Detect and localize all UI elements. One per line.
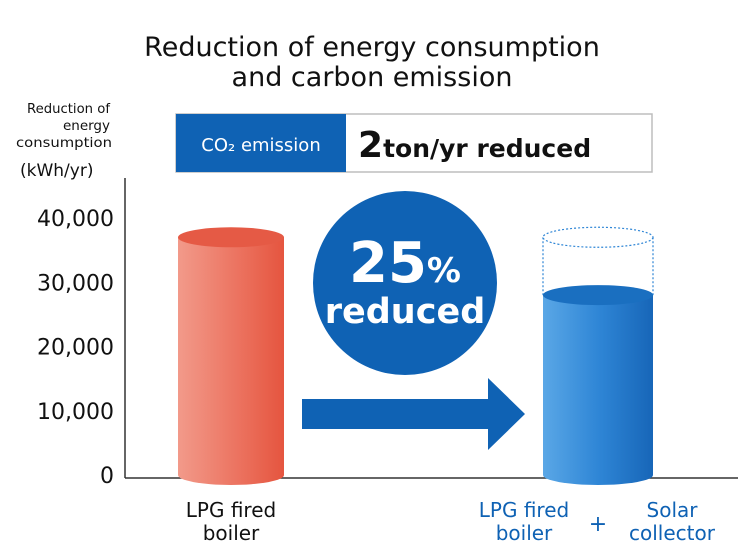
co2-box-label: CO₂ emission xyxy=(201,135,320,156)
bar-lpg-fired-boiler xyxy=(178,227,284,485)
category-label-2: LPG fired boiler + Solar collector xyxy=(479,498,716,545)
bar-1-top xyxy=(178,227,284,248)
co2-box-value: 2ton/yr reduced xyxy=(358,125,591,166)
chart-title-line-1: Reduction of energy consumption xyxy=(144,32,600,63)
y-axis-label: Reduction of energy consumption (kWh/yr) xyxy=(16,101,112,181)
bar-2-reference-outline-top xyxy=(542,226,654,248)
y-axis-label-line-2: energy xyxy=(63,118,110,134)
y-axis-label-line-1: Reduction of xyxy=(27,101,111,117)
reduction-badge: 25% reduced xyxy=(313,191,497,375)
y-axis-label-line-3: consumption xyxy=(16,135,112,151)
bar-2-top xyxy=(543,285,653,306)
reduction-badge-text: reduced xyxy=(325,292,486,332)
category-2-right-line-2: collector xyxy=(629,521,716,545)
bar-1-body xyxy=(178,237,284,485)
co2-box-value-number: 2 xyxy=(358,125,383,166)
category-2-left-line-1: LPG fired xyxy=(479,498,569,522)
category-2-plus: + xyxy=(589,512,607,537)
y-tick-label: 10,000 xyxy=(37,400,114,425)
category-1-line-2: boiler xyxy=(203,521,260,545)
y-tick-label: 0 xyxy=(100,464,114,489)
y-tick-label: 20,000 xyxy=(37,336,114,361)
reduction-badge-percent: % xyxy=(427,251,461,291)
y-tick-label: 30,000 xyxy=(37,271,114,296)
reduction-badge-number: 25 xyxy=(349,231,427,296)
bar-2-body xyxy=(543,295,653,485)
co2-box-value-text: ton/yr reduced xyxy=(383,134,591,163)
category-2-right-line-1: Solar xyxy=(647,498,699,522)
reduction-arrow xyxy=(302,378,525,450)
chart-title-line-2: and carbon emission xyxy=(232,62,513,93)
category-label-1: LPG fired boiler xyxy=(186,498,276,545)
reduction-badge-value: 25% xyxy=(349,231,461,296)
y-tick-label: 40,000 xyxy=(37,207,114,232)
reduction-badge-circle xyxy=(313,191,497,375)
co2-emission-box: CO₂ emission 2ton/yr reduced xyxy=(175,113,653,173)
y-ticks: 0 10,000 20,000 30,000 40,000 xyxy=(37,207,114,489)
category-2-left-line-2: boiler xyxy=(496,521,553,545)
category-1-line-1: LPG fired xyxy=(186,498,276,522)
y-axis-unit: (kWh/yr) xyxy=(20,161,93,181)
bar-2-reference-outline-sides xyxy=(542,237,654,296)
bar-lpg-plus-solar xyxy=(542,226,654,485)
co2-box-label-bg xyxy=(176,114,346,172)
